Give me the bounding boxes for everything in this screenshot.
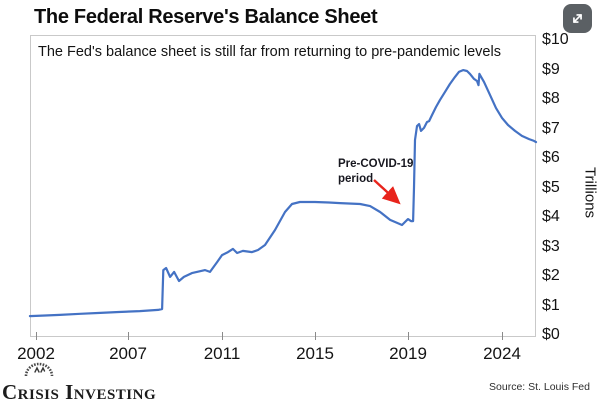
expand-button[interactable]: [563, 4, 592, 33]
x-axis-tick-label: 2024: [483, 344, 521, 363]
source-attribution: Source: St. Louis Fed: [489, 381, 590, 393]
y-axis-tick-label: $4: [542, 208, 560, 225]
pre-covid-annotation: Pre-COVID-19 period: [338, 157, 413, 187]
y-axis-tick-label: $1: [542, 296, 560, 314]
y-axis-tick-label: $2: [542, 267, 560, 284]
page-title: The Federal Reserve's Balance Sheet: [34, 6, 378, 28]
x-axis-tick-mark: [502, 332, 503, 340]
x-axis-tick-mark: [36, 332, 37, 340]
y-axis-tick-label: $10: [542, 31, 569, 48]
x-axis-tick-label: 2002: [17, 344, 55, 363]
y-axis-tick-label: $5: [542, 178, 560, 196]
expand-icon: [569, 10, 586, 27]
x-axis-tick-label: 2015: [296, 344, 334, 363]
y-axis-title: Trillions: [581, 166, 599, 219]
x-axis-tick-mark: [408, 332, 409, 340]
x-axis-tick-label: 2011: [203, 344, 241, 363]
x-axis-tick-mark: [128, 332, 129, 340]
crisis-investing-logo: Crisis Investing: [2, 380, 157, 404]
annotation-line-2: period: [338, 173, 374, 185]
y-axis-tick-label: $8: [542, 90, 560, 107]
y-axis-tick-label: $6: [542, 149, 560, 166]
x-axis-tick-label: 2019: [389, 344, 427, 363]
x-axis-tick-mark: [315, 332, 316, 340]
x-axis-tick-mark: [222, 332, 223, 340]
y-axis-tick-label: $9: [542, 60, 560, 78]
crisis-investing-emblem-icon: [24, 362, 54, 377]
chart-subtitle: The Fed's balance sheet is still far fro…: [38, 44, 501, 60]
chart-plot-area: [30, 35, 536, 337]
y-axis-tick-label: $7: [542, 119, 560, 137]
y-axis-tick-label: $0: [542, 326, 560, 343]
annotation-line-1: Pre-COVID-19: [338, 158, 414, 170]
y-axis-tick-label: $3: [542, 237, 560, 255]
x-axis-tick-label: 2007: [109, 344, 147, 363]
